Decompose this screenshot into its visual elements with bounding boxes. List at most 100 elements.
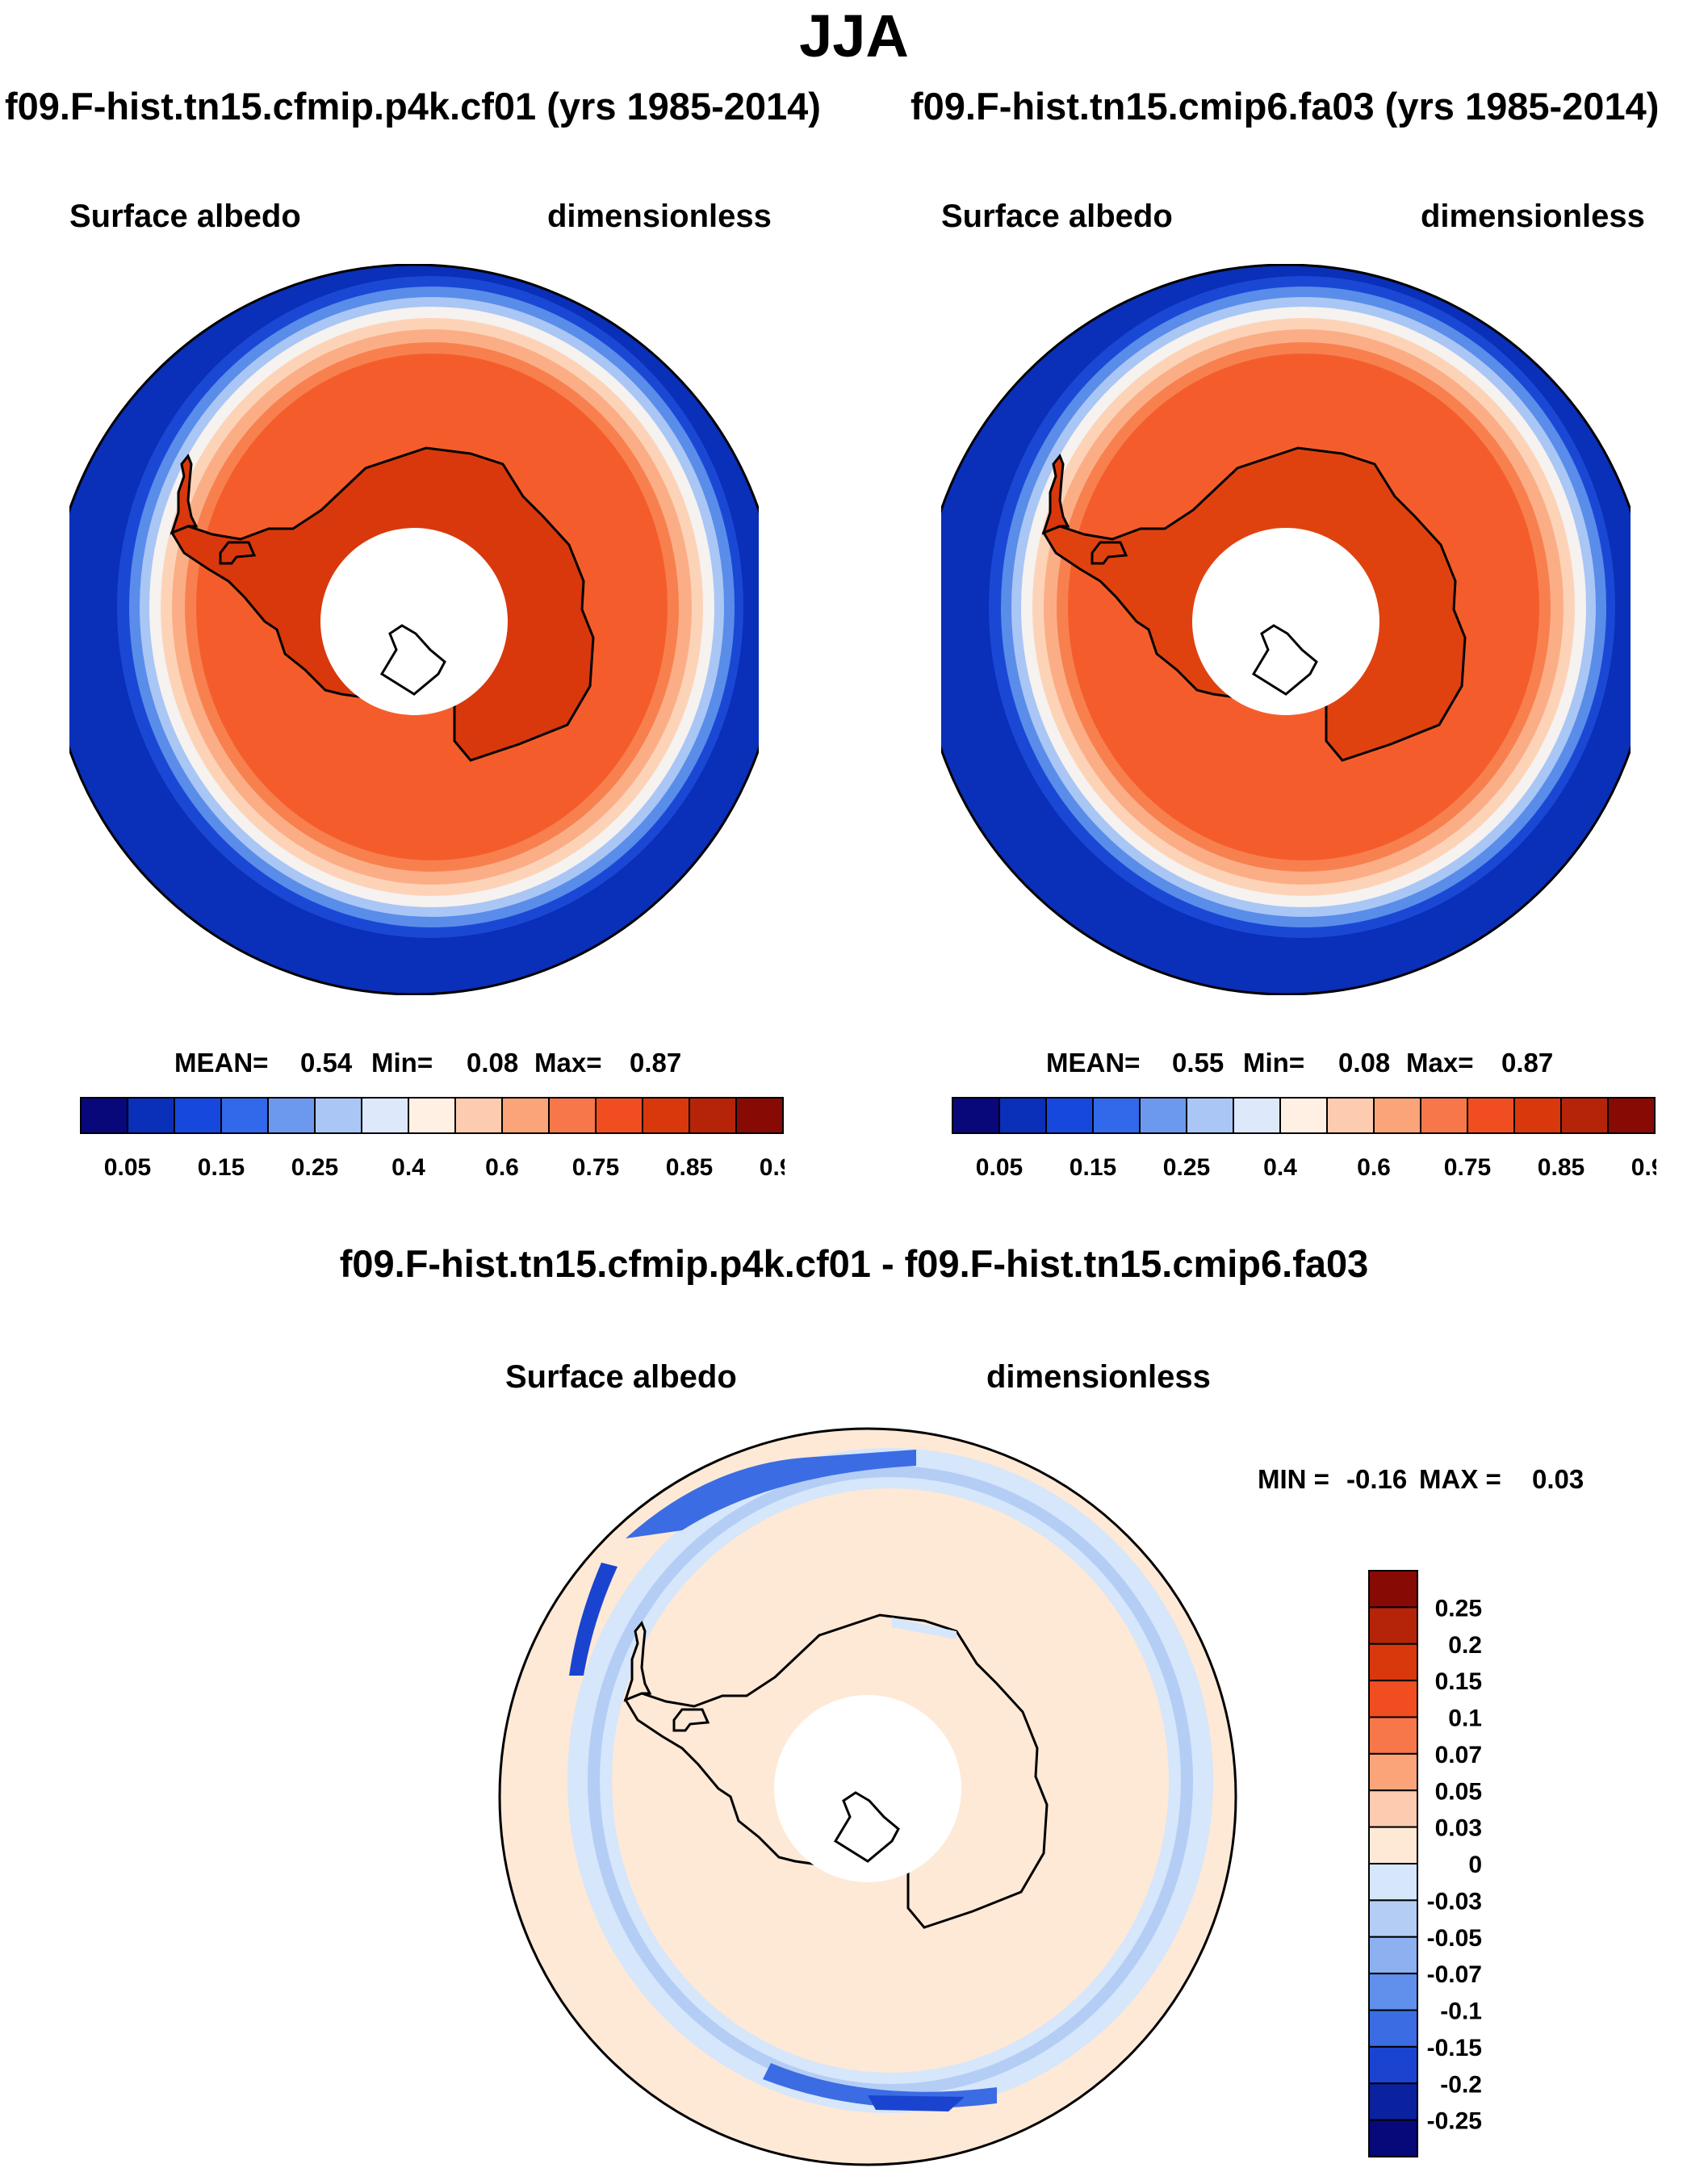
colorbar-swatch [361, 1097, 409, 1134]
colorbar-tick-label: 0.75 [1444, 1154, 1491, 1180]
colorbar-tick-label: 0.6 [485, 1154, 519, 1180]
figure-title: JJA [799, 2, 909, 69]
colorbar-swatch [1368, 1606, 1418, 1645]
panel-left-variable: Surface albedo [69, 199, 301, 234]
colorbar-swatch [1368, 1973, 1418, 2011]
colorbar-tick-label: 0.15 [1070, 1154, 1116, 1180]
colorbar-swatch [595, 1097, 643, 1134]
panel-right-mean-value: 0.55 [1172, 1048, 1224, 1078]
colorbar-swatch [689, 1097, 737, 1134]
panel-left-map [69, 264, 759, 995]
colorbar-tick-label: 0.15 [198, 1154, 245, 1180]
colorbar-swatch [1279, 1097, 1328, 1134]
colorbar-tick-label: -0.07 [1427, 1961, 1482, 1988]
panel-right-min-label: Min= [1243, 1048, 1305, 1078]
colorbar-tick-label: 0.6 [1357, 1154, 1391, 1180]
diff-variable: Surface albedo [505, 1359, 737, 1395]
colorbar-swatch [1368, 2045, 1418, 2085]
colorbar-tick-label: 0.25 [291, 1154, 338, 1180]
colorbar-swatch [1233, 1097, 1281, 1134]
colorbar-swatch [1467, 1097, 1515, 1134]
panel-left-min-value: 0.08 [467, 1048, 519, 1078]
colorbar-tick-label: -0.25 [1427, 2108, 1482, 2135]
panel-right-max-label: Max= [1406, 1048, 1474, 1078]
colorbar-tick-label: 0.07 [1435, 1742, 1482, 1768]
colorbar-tick-label: 0.25 [1163, 1154, 1210, 1180]
pole-hole [774, 1695, 961, 1882]
colorbar-swatch [1368, 2082, 1418, 2121]
colorbar-swatch [1092, 1097, 1141, 1134]
colorbar-tick-label: 0.75 [572, 1154, 619, 1180]
colorbar-swatch [1513, 1097, 1562, 1134]
map-border [498, 1427, 1237, 2166]
colorbar-tick-label: 0.95 [760, 1154, 785, 1180]
colorbar-swatch [1368, 1899, 1418, 1938]
colorbar-swatch [642, 1097, 690, 1134]
colorbar-tick-label: 0.03 [1435, 1815, 1482, 1842]
colorbar-tick-label: 0.4 [1263, 1154, 1297, 1180]
colorbar-tick-label: 0.05 [104, 1154, 151, 1180]
colorbar-swatch [220, 1097, 269, 1134]
colorbar-swatch [501, 1097, 550, 1134]
colorbar-tick-label: 0.95 [1631, 1154, 1656, 1180]
colorbar-swatch [1368, 1863, 1418, 1902]
colorbar-swatch [1368, 2009, 1418, 2048]
colorbar-swatch [1420, 1097, 1468, 1134]
panel-right-min-value: 0.08 [1338, 1048, 1391, 1078]
panel-right-units: dimensionless [1421, 199, 1645, 234]
panel-right-max-value: 0.87 [1501, 1048, 1554, 1078]
panel-right-colorbar: 0.05 0.15 0.25 0.4 0.6 0.75 0.85 0.95 [952, 1097, 1656, 1180]
colorbar-swatch [1368, 2119, 1418, 2157]
panel-right-mean-label: MEAN= [1046, 1048, 1141, 1078]
panel-left-max-label: Max= [534, 1048, 602, 1078]
panel-left-max-value: 0.87 [630, 1048, 682, 1078]
colorbar-tick-label: 0.85 [1538, 1154, 1585, 1180]
colorbar-swatch [80, 1097, 128, 1134]
colorbar-tick-label: 0.25 [1435, 1595, 1482, 1622]
colorbar-swatch [1326, 1097, 1375, 1134]
colorbar-swatch [408, 1097, 456, 1134]
panel-right-variable: Surface albedo [941, 199, 1173, 234]
colorbar-tick-label: -0.03 [1427, 1888, 1482, 1915]
panel-left-mean-value: 0.54 [300, 1048, 353, 1078]
colorbar-swatch [1368, 1752, 1418, 1792]
colorbar-tick-label: 0 [1468, 1852, 1482, 1878]
colorbar-tick-label: 0.05 [976, 1154, 1023, 1180]
colorbar-tick-label: -0.05 [1427, 1925, 1482, 1952]
colorbar-swatch [267, 1097, 316, 1134]
map-border [941, 264, 1631, 995]
pole-hole [320, 528, 508, 715]
colorbar-tick-label: 0.05 [1435, 1778, 1482, 1805]
colorbar-swatch [1560, 1097, 1609, 1134]
colorbar-swatch [454, 1097, 503, 1134]
diff-title: f09.F-hist.tn15.cfmip.p4k.cf01 - f09.F-h… [339, 1242, 1369, 1285]
colorbar-swatch [998, 1097, 1047, 1134]
diff-units: dimensionless [986, 1359, 1211, 1395]
colorbar-swatch [735, 1097, 784, 1134]
colorbar-swatch [952, 1097, 1000, 1134]
colorbar-swatch [314, 1097, 362, 1134]
colorbar-tick-label: 0.2 [1448, 1632, 1482, 1659]
colorbar-tick-label: 0.1 [1448, 1705, 1482, 1732]
colorbar-tick-label: -0.2 [1440, 2071, 1482, 2098]
colorbar-swatch [1368, 1643, 1418, 1682]
pole-hole [1192, 528, 1379, 715]
colorbar-swatch [1607, 1097, 1656, 1134]
colorbar-tick-label: -0.1 [1440, 1998, 1482, 2025]
diff-max-value: 0.03 [1532, 1464, 1585, 1494]
panel-left-units: dimensionless [547, 199, 772, 234]
colorbar-swatch [127, 1097, 175, 1134]
panel-right-case-title: f09.F-hist.tn15.cmip6.fa03 (yrs 1985-201… [911, 85, 1660, 128]
diff-min-label: MIN = [1258, 1464, 1329, 1494]
map-border [69, 264, 759, 995]
colorbar-swatch [548, 1097, 597, 1134]
colorbar-swatch [1139, 1097, 1187, 1134]
diff-max-label: MAX = [1419, 1464, 1501, 1494]
colorbar-tick-label: -0.15 [1427, 2035, 1482, 2061]
colorbar-tick-label: 0.4 [391, 1154, 425, 1180]
panel-left-case-title: f09.F-hist.tn15.cfmip.p4k.cf01 (yrs 1985… [5, 85, 821, 128]
colorbar-tick-label: 0.15 [1435, 1668, 1482, 1695]
colorbar-swatch [1045, 1097, 1094, 1134]
diff-neg-streak [626, 1450, 916, 1538]
colorbar-swatch [1368, 1570, 1418, 1609]
